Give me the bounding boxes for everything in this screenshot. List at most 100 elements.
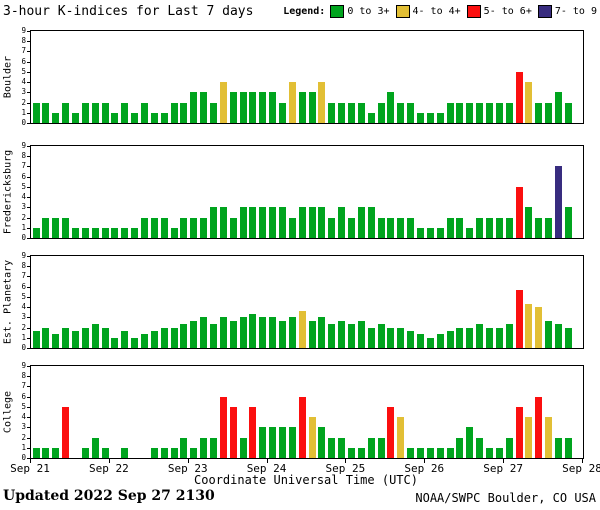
station-label-est-planetary: Est. Planetary: [2, 259, 14, 345]
k-index-bar: [564, 207, 572, 238]
k-index-bar: [308, 320, 316, 348]
k-index-bar: [347, 447, 355, 458]
k-index-bar: [485, 102, 493, 123]
k-index-bar: [278, 320, 286, 348]
y-tick-label: 3: [21, 202, 26, 212]
k-index-bar: [426, 447, 434, 458]
k-index-bar: [71, 227, 79, 238]
y-tick-mark: [27, 102, 30, 104]
legend-swatch-0-to-3: [330, 5, 345, 18]
k-index-bar: [318, 207, 326, 238]
k-index-bar: [495, 327, 503, 348]
k-index-bar: [564, 437, 572, 458]
x-tick-label: Sep 25: [325, 462, 366, 475]
k-index-bar: [229, 320, 237, 348]
k-index-bar: [367, 437, 375, 458]
y-tick-label: 7: [21, 161, 26, 171]
k-index-bar: [466, 327, 474, 348]
k-index-bar: [357, 207, 365, 238]
panel-fredericksburg: [30, 145, 584, 239]
k-index-bar: [200, 92, 208, 123]
legend-swatch-4-to-4: [395, 5, 410, 18]
k-index-bar: [249, 92, 257, 123]
legend-item-7-to-9: 7- to 9: [537, 5, 597, 18]
y-tick-label: 1: [21, 107, 26, 117]
legend-item-label: 4- to 4+: [412, 6, 461, 17]
k-index-bar: [426, 337, 434, 348]
k-index-bar: [476, 324, 484, 348]
k-index-bar: [288, 217, 296, 238]
k-index-bar: [62, 217, 70, 238]
k-index-bar: [140, 217, 148, 238]
k-index-bar: [318, 427, 326, 458]
y-tick-mark: [27, 406, 30, 408]
k-index-bar: [416, 227, 424, 238]
k-index-bar: [554, 166, 562, 238]
k-index-bar: [209, 102, 217, 123]
y-tick-label: 8: [21, 151, 26, 161]
y-tick-mark: [27, 112, 30, 114]
y-tick-mark: [27, 207, 30, 209]
k-index-bar: [495, 102, 503, 123]
station-label-college: College: [2, 390, 14, 434]
updated-value: 2022 Sep 27 2130: [73, 488, 215, 504]
k-index-bar: [367, 327, 375, 348]
k-index-bar: [121, 102, 129, 123]
k-index-bar: [81, 102, 89, 123]
k-index-bar: [347, 324, 355, 348]
k-index-bar: [397, 102, 405, 123]
x-tick-mark: [108, 459, 110, 463]
k-index-bar: [328, 324, 336, 348]
k-index-bar: [288, 427, 296, 458]
k-index-bar: [160, 217, 168, 238]
k-index-bar: [416, 334, 424, 348]
k-index-bar: [485, 217, 493, 238]
y-tick-label: 5: [21, 291, 26, 301]
x-tick-label: Sep 28: [562, 462, 600, 475]
k-index-bar: [476, 102, 484, 123]
k-index-bar: [42, 447, 50, 458]
k-index-bar: [219, 82, 227, 123]
k-index-bar: [121, 447, 129, 458]
k-index-bar: [259, 92, 267, 123]
k-index-bar: [525, 417, 533, 458]
y-tick-label: 8: [21, 371, 26, 381]
k-index-bar: [62, 102, 70, 123]
k-index-bar: [564, 102, 572, 123]
y-tick-mark: [27, 197, 30, 199]
updated-label: Updated: [3, 488, 70, 504]
y-tick-mark: [27, 61, 30, 63]
k-index-bar: [298, 310, 306, 348]
k-index-bar: [515, 406, 523, 458]
k-index-bar: [347, 102, 355, 123]
k-index-bar: [407, 447, 415, 458]
y-tick-label: 6: [21, 281, 26, 291]
y-tick-label: 7: [21, 381, 26, 391]
y-tick-mark: [27, 376, 30, 378]
k-index-bar: [209, 207, 217, 238]
legend-items: 0 to 3+ 4- to 4+ 5- to 6+ 7- to 9: [330, 5, 597, 18]
k-index-bar: [505, 324, 513, 348]
k-index-bar: [32, 227, 40, 238]
legend: Legend: 0 to 3+ 4- to 4+ 5- to 6+ 7- to 9: [283, 5, 597, 18]
k-index-bar: [160, 327, 168, 348]
k-index-bar: [377, 217, 385, 238]
k-index-bar: [338, 102, 346, 123]
k-index-bar: [62, 406, 70, 458]
y-tick-label: 7: [21, 46, 26, 56]
y-tick-mark: [27, 296, 30, 298]
k-index-bar: [564, 327, 572, 348]
k-index-bar: [318, 317, 326, 348]
k-index-bar: [140, 334, 148, 348]
k-index-bar: [170, 327, 178, 348]
k-index-bar: [397, 327, 405, 348]
y-tick-mark: [27, 31, 30, 32]
k-index-bar: [101, 227, 109, 238]
y-tick-label: 2: [21, 322, 26, 332]
k-index-bar: [62, 327, 70, 348]
k-index-bar: [535, 307, 543, 348]
y-tick-mark: [27, 307, 30, 309]
k-index-bar: [436, 227, 444, 238]
k-index-bar: [180, 324, 188, 348]
